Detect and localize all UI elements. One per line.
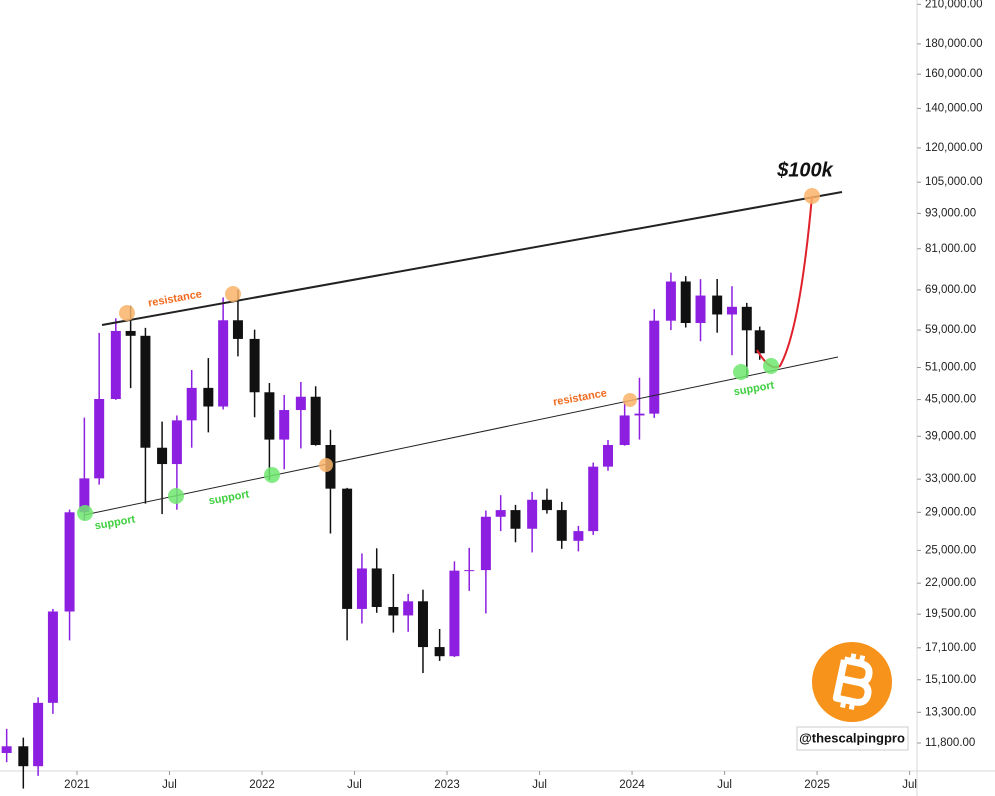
candle-body bbox=[264, 392, 275, 440]
candle-body bbox=[33, 702, 44, 767]
candle-body bbox=[634, 413, 645, 416]
candles bbox=[1, 272, 765, 789]
y-tick-label: 33,000.00 bbox=[925, 473, 976, 485]
candle-body bbox=[1, 746, 12, 753]
y-tick-label: 19,500.00 bbox=[925, 608, 976, 620]
candle-body bbox=[203, 387, 214, 407]
candle-body bbox=[157, 447, 168, 465]
candle-body bbox=[186, 387, 197, 421]
y-tick-label: 13,300.00 bbox=[925, 706, 976, 718]
x-tick-label: 2023 bbox=[434, 779, 460, 791]
support-label: support bbox=[208, 488, 251, 507]
y-tick-label: 105,000.00 bbox=[925, 176, 983, 188]
candle-body bbox=[695, 295, 706, 324]
candle-body bbox=[741, 306, 752, 331]
candle-body bbox=[541, 499, 552, 511]
candle-body bbox=[754, 330, 765, 354]
support-label: support bbox=[733, 379, 776, 398]
y-tick-label: 15,100.00 bbox=[925, 674, 976, 686]
candle-body bbox=[619, 415, 630, 445]
x-tick-label: 2024 bbox=[619, 779, 645, 791]
y-tick-label: 210,000.00 bbox=[925, 0, 983, 10]
resistance-label: resistance bbox=[147, 288, 203, 309]
watermark: @thescalpingpro bbox=[799, 730, 905, 745]
candle-body bbox=[527, 499, 538, 529]
candle-body bbox=[665, 281, 676, 321]
x-tick-label: 2021 bbox=[64, 779, 90, 791]
candle-body bbox=[47, 611, 58, 703]
candle-body bbox=[726, 306, 737, 315]
candle-body bbox=[649, 320, 660, 414]
candle-body bbox=[388, 606, 399, 616]
candle-body bbox=[449, 570, 460, 657]
x-tick-label: Jul bbox=[347, 779, 362, 791]
y-tick-label: 39,000.00 bbox=[925, 430, 976, 442]
resistance-points bbox=[119, 188, 820, 472]
candle-body bbox=[556, 510, 567, 541]
x-tick-label: Jul bbox=[717, 779, 732, 791]
bitcoin-logo bbox=[812, 642, 892, 722]
candle-body bbox=[64, 512, 75, 612]
y-tick-label: 180,000.00 bbox=[925, 38, 983, 50]
candle-body bbox=[218, 320, 229, 407]
candle-body bbox=[249, 338, 260, 393]
target-label: $100k bbox=[776, 159, 833, 181]
y-tick-label: 120,000.00 bbox=[925, 142, 983, 154]
y-tick-label: 160,000.00 bbox=[925, 68, 983, 80]
candle-body bbox=[356, 568, 367, 609]
y-tick-label: 93,000.00 bbox=[925, 207, 976, 219]
y-tick-label: 140,000.00 bbox=[925, 102, 983, 114]
resistance-label: resistance bbox=[552, 387, 608, 408]
y-tick-label: 45,000.00 bbox=[925, 394, 976, 406]
candle-body bbox=[110, 330, 121, 400]
candle-body bbox=[232, 320, 243, 339]
x-tick-label: 2022 bbox=[249, 779, 275, 791]
projection-curve bbox=[756, 195, 813, 369]
y-tick-label: 69,000.00 bbox=[925, 284, 976, 296]
candle-body bbox=[371, 568, 382, 607]
x-tick-label: Jul bbox=[162, 779, 177, 791]
candle-body bbox=[573, 531, 584, 541]
watermark-box bbox=[796, 726, 909, 751]
y-tick-label: 17,100.00 bbox=[925, 642, 976, 654]
y-tick-label: 25,000.00 bbox=[925, 544, 976, 556]
candle-body bbox=[94, 399, 105, 479]
candle-body bbox=[434, 647, 445, 657]
candle-body bbox=[342, 488, 353, 609]
candle-body bbox=[125, 330, 136, 336]
y-tick-label: 59,000.00 bbox=[925, 324, 976, 336]
x-tick-label: Jul bbox=[532, 779, 547, 791]
candle-body bbox=[712, 295, 723, 315]
y-tick-label: 81,000.00 bbox=[925, 243, 976, 255]
x-tick-label: 2025 bbox=[804, 779, 830, 791]
candle-body bbox=[680, 281, 691, 324]
resistance-line bbox=[101, 191, 843, 326]
candle-body bbox=[171, 420, 182, 465]
candle-body bbox=[18, 746, 29, 767]
candle-body bbox=[495, 510, 506, 517]
candle-body bbox=[588, 466, 599, 532]
x-tick-label: Jul bbox=[902, 779, 917, 791]
support-points bbox=[77, 358, 779, 521]
y-tick-label: 22,000.00 bbox=[925, 577, 976, 589]
candle-body bbox=[417, 601, 428, 648]
candle-body bbox=[510, 510, 521, 529]
support-label: support bbox=[94, 513, 137, 532]
candle-body bbox=[603, 444, 614, 467]
y-tick-label: 51,000.00 bbox=[925, 361, 976, 373]
candle-body bbox=[279, 410, 290, 440]
candle-body bbox=[79, 478, 90, 513]
y-tick-label: 11,800.00 bbox=[925, 737, 975, 749]
candle-body bbox=[140, 335, 151, 448]
candle-body bbox=[464, 570, 475, 572]
candle-body bbox=[295, 396, 306, 411]
candle-body bbox=[310, 396, 321, 445]
y-tick-label: 29,000.00 bbox=[925, 506, 976, 518]
support-line bbox=[83, 356, 839, 516]
candle-body bbox=[403, 601, 414, 616]
candle-body bbox=[480, 516, 491, 571]
